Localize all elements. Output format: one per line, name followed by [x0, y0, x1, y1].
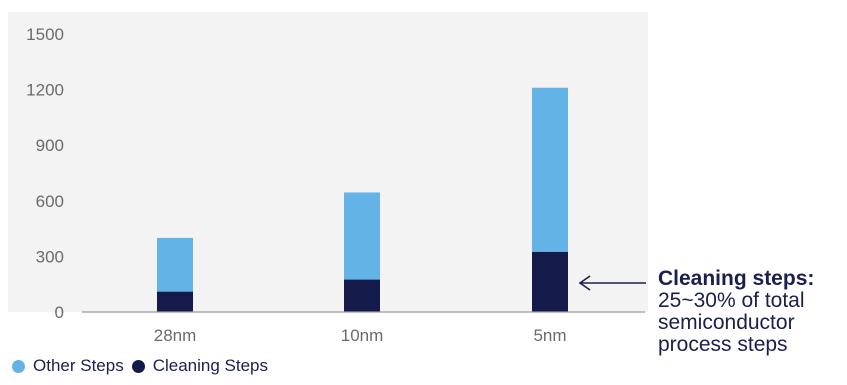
- x-tick-label: 10nm: [341, 326, 384, 345]
- callout-line-3: process steps: [658, 333, 788, 357]
- bar-other-steps: [157, 237, 193, 292]
- x-axis: 28nm 10nm 5nm: [154, 326, 567, 345]
- legend-swatch-other: [12, 359, 25, 373]
- bar-cleaning-steps: [344, 279, 380, 312]
- x-tick-label: 5nm: [533, 326, 566, 345]
- callout-text: Cleaning steps: 25~30% of total semicond…: [658, 267, 815, 357]
- y-axis: 0 300 600 900 1200 1500: [26, 25, 64, 322]
- callout-arrow: [578, 275, 646, 291]
- legend-swatch-cleaning: [131, 359, 145, 373]
- y-tick-label: 600: [36, 192, 64, 211]
- bar-other-steps: [344, 192, 380, 280]
- bar-cleaning-steps: [532, 251, 568, 312]
- bar-other-steps: [532, 87, 568, 252]
- y-tick-label: 900: [36, 136, 64, 155]
- callout-line-2: semiconductor: [658, 311, 795, 335]
- legend-label-cleaning: Cleaning Steps: [152, 356, 269, 375]
- callout-title: Cleaning steps:: [658, 267, 815, 290]
- callout-line-1: 25~30% of total: [658, 289, 805, 313]
- bars: [157, 87, 568, 312]
- legend-label-other: Other Steps: [33, 356, 124, 375]
- y-tick-label: 300: [36, 247, 64, 266]
- y-tick-label: 1500: [26, 25, 64, 44]
- bar-cleaning-steps: [157, 291, 193, 312]
- y-tick-label: 1200: [26, 81, 64, 100]
- legend-item-cleaning: Cleaning Steps: [131, 356, 269, 376]
- legend-item-other: Other Steps: [12, 356, 124, 376]
- x-tick-label: 28nm: [154, 326, 197, 345]
- y-tick-label: 0: [55, 303, 64, 322]
- legend: Other Steps Cleaning Steps: [12, 356, 276, 376]
